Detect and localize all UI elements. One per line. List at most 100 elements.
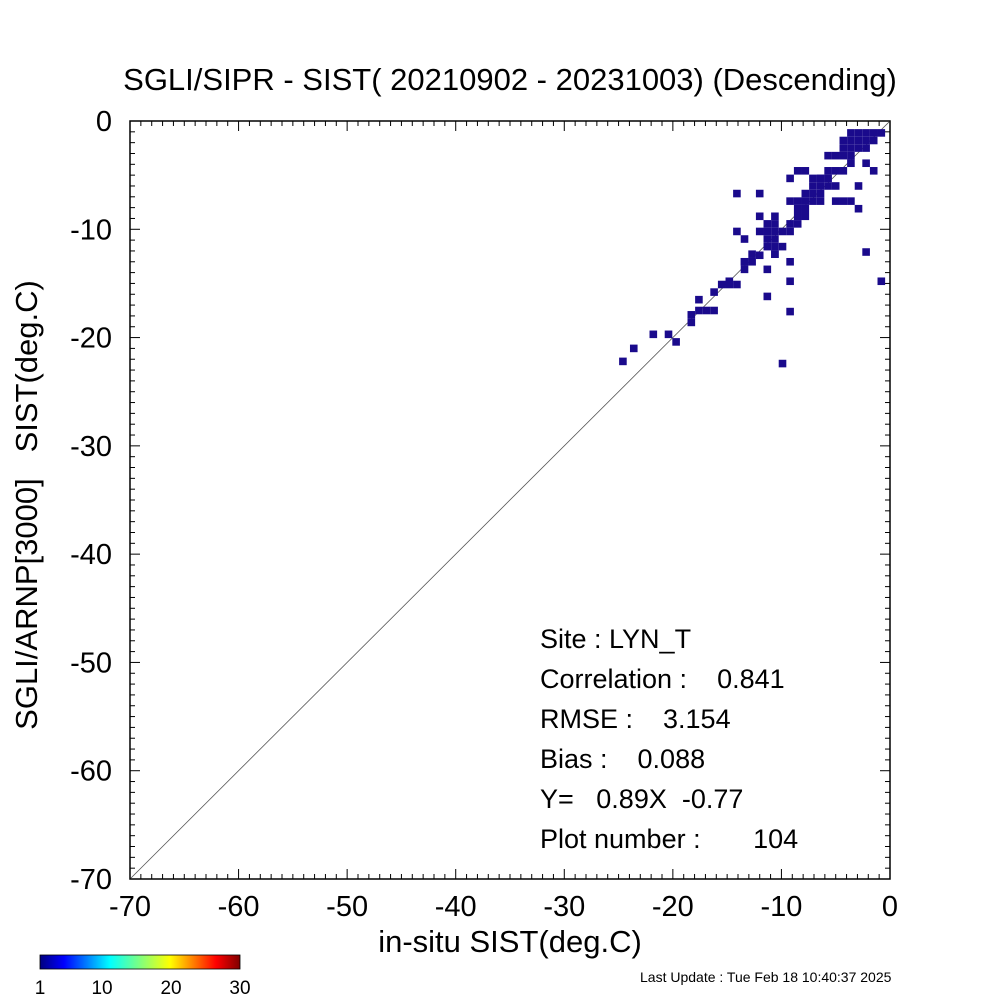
density-cell (831, 151, 840, 160)
density-cell (619, 357, 627, 366)
colorbar-gradient (39, 954, 241, 970)
y-tick-label: 0 (96, 106, 112, 138)
density-cell (877, 129, 886, 137)
density-cell (755, 189, 764, 198)
x-tick-label: -40 (435, 891, 477, 923)
density-cell (862, 136, 870, 145)
x-tick-label: -50 (326, 891, 368, 923)
plot-area: -70 -60 -50 -40 -30 -20 -10 0 0 -10 -20 -30 -40 -50 -6… (70, 106, 898, 923)
density-cell (687, 311, 696, 319)
x-tick-label: -30 (543, 891, 585, 923)
y-tick-label: -50 (70, 647, 112, 679)
density-cell (763, 242, 772, 251)
density-cell (771, 242, 779, 251)
colorbar-tick-label: 20 (160, 978, 181, 999)
density-cell (786, 227, 794, 236)
density-cell (801, 212, 810, 221)
density-cell (740, 265, 749, 274)
colorbar-tick-label: 1 (35, 978, 46, 999)
axis-ticks (129, 120, 891, 880)
density-cell (649, 330, 658, 339)
density-cell (877, 277, 886, 286)
density-cell (793, 204, 802, 213)
density-cell (771, 250, 779, 258)
density-cell (786, 174, 794, 183)
density-cell (786, 307, 794, 316)
density-cell (839, 151, 848, 160)
density-cell (824, 167, 832, 175)
stat-bias: Bias : 0.088 (540, 744, 706, 774)
density-cell (847, 151, 855, 160)
density-cell (793, 220, 802, 228)
density-cell (847, 144, 855, 152)
density-cell (687, 318, 696, 327)
y-tick-label: -40 (70, 539, 112, 571)
density-cell (831, 167, 840, 175)
density-cell (869, 167, 878, 175)
density-cell (710, 306, 718, 315)
density-cell (816, 197, 825, 205)
density-cell (755, 212, 764, 221)
x-tick-label: 0 (882, 891, 898, 923)
density-cell (771, 227, 779, 236)
density-cell (839, 136, 848, 145)
density-cell (801, 167, 810, 175)
colorbar-tick-label: 30 (229, 978, 250, 999)
stat-rmse: RMSE : 3.154 (540, 704, 731, 734)
density-cell (847, 159, 855, 168)
x-tick-label: -10 (760, 891, 802, 923)
chart-title: SGLI/SIPR - SIST( 20210902 - 20231003) (… (123, 62, 897, 97)
density-cell (702, 306, 711, 315)
density-cell (771, 212, 779, 221)
density-cell (748, 257, 756, 266)
density-cell (809, 189, 817, 198)
density-cell (763, 265, 772, 274)
y-tick-label: -60 (70, 756, 112, 788)
stat-plot-number: Plot number : 104 (540, 824, 799, 854)
density-cell (695, 306, 703, 315)
density-cell (793, 212, 802, 221)
density-cell (763, 292, 772, 301)
density-cell (839, 197, 848, 205)
density-cell (862, 248, 870, 256)
colorbar: 1 10 20 30 (35, 954, 251, 999)
density-cell (710, 288, 718, 296)
density-cell (869, 136, 878, 145)
stat-site: Site : LYN_T (540, 624, 692, 654)
density-cell (786, 197, 794, 205)
density-cell (862, 144, 870, 152)
density-cell (778, 227, 787, 236)
y-tick-label: -30 (70, 431, 112, 463)
density-cell (793, 167, 802, 175)
density-cell (695, 295, 703, 304)
y-tick-label: -70 (70, 864, 112, 896)
density-cell (725, 277, 734, 286)
density-cell (847, 136, 855, 145)
colorbar-tick-label: 10 (91, 978, 112, 999)
x-tick-label: -70 (109, 891, 151, 923)
density-cell (755, 251, 764, 260)
y-tick-label: -10 (70, 214, 112, 246)
density-cell (740, 257, 749, 266)
density-cell (854, 136, 863, 145)
density-cell (664, 330, 673, 339)
last-update-text: Last Update : Tue Feb 18 10:40:37 2025 (640, 969, 892, 985)
density-cell (824, 174, 832, 183)
density-cell (809, 174, 817, 183)
density-cell (816, 174, 825, 183)
density-cell (824, 182, 832, 190)
density-cell (847, 129, 855, 137)
x-tick-label: -60 (218, 891, 260, 923)
density-cell (748, 250, 756, 258)
density-cell (672, 338, 680, 346)
density-cell (793, 197, 802, 205)
density-cell (778, 242, 787, 251)
density-cell (733, 280, 741, 289)
density-cell (824, 151, 832, 160)
density-cell (816, 189, 825, 198)
density-cell (778, 359, 787, 368)
density-cell (717, 280, 726, 289)
stat-correlation: Correlation : 0.841 (540, 664, 785, 694)
density-cell (763, 227, 772, 236)
